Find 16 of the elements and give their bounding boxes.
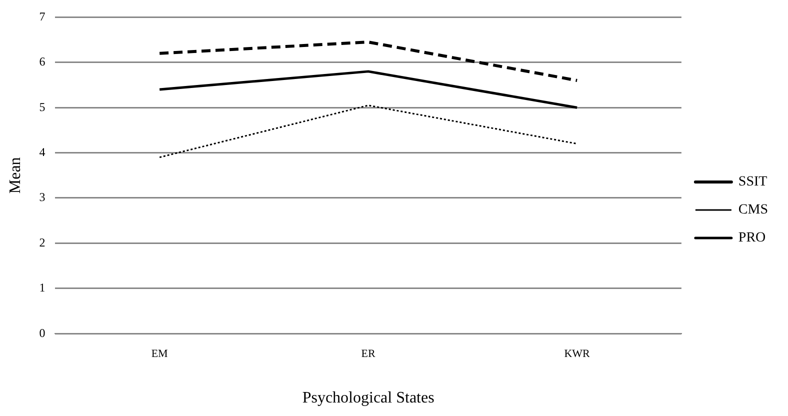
y-axis-title: Mean xyxy=(6,157,24,194)
y-tick-label: 6 xyxy=(39,54,46,69)
x-tick-label: ER xyxy=(361,348,376,360)
y-tick-label: 1 xyxy=(39,280,46,295)
y-tick-label: 3 xyxy=(39,190,46,204)
x-tick-label: KWR xyxy=(564,348,591,360)
y-tick-label: 5 xyxy=(39,100,46,114)
legend-label: CMS xyxy=(738,202,768,218)
x-tick-label: EM xyxy=(151,348,168,360)
y-tick-label: 4 xyxy=(39,144,46,159)
legend-label: SSIT xyxy=(738,174,768,190)
y-tick-label: 0 xyxy=(39,326,46,340)
x-axis-title: Psychological States xyxy=(302,390,434,407)
y-tick-label: 7 xyxy=(39,9,46,24)
y-tick-label: 2 xyxy=(39,235,46,250)
legend-label: PRO xyxy=(738,230,766,246)
